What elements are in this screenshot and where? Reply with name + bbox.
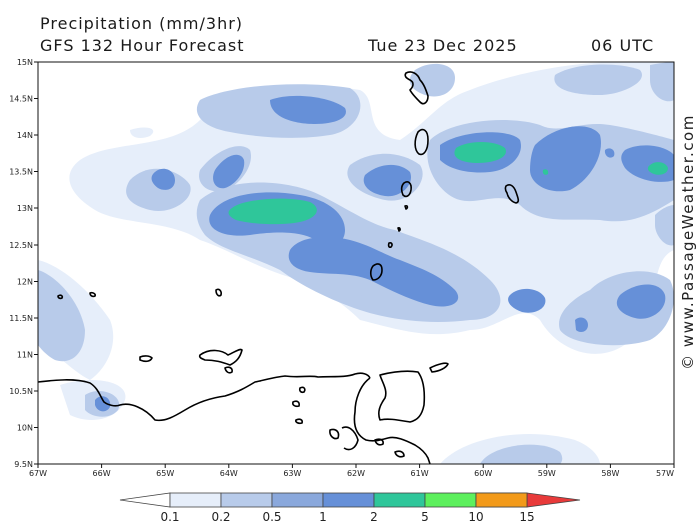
map-title: Precipitation (mm/3hr): [40, 14, 244, 33]
lat-label: 9.5N: [14, 460, 33, 469]
lat-label: 13N: [17, 204, 33, 213]
lat-label: 11.5N: [9, 314, 33, 323]
colorbar-swatch: [475, 492, 528, 508]
coastlines: [37, 71, 520, 465]
precipitation-field: [38, 62, 674, 464]
colorbar-tick-label: 10: [468, 510, 484, 524]
colorbar-min-arrow: [119, 492, 171, 508]
colorbar-swatch: [271, 492, 324, 508]
colorbar-swatch: [424, 492, 477, 508]
colorbar-swatch: [220, 492, 273, 508]
colorbar-tick-label: 0.1: [160, 510, 180, 524]
forecast-time: 06 UTC: [591, 36, 655, 55]
lon-label: 59W: [538, 469, 556, 478]
latitude-axis: [34, 61, 38, 465]
colorbar-tick-label: 5: [421, 510, 429, 524]
lon-label: 58W: [601, 469, 619, 478]
colorbar-swatch: [322, 492, 375, 508]
lat-label: 11N: [17, 351, 33, 360]
site-credit: © www.PassageWeather.com: [679, 114, 697, 370]
forecast-label: GFS 132 Hour Forecast: [40, 36, 245, 55]
lon-label: 64W: [220, 469, 238, 478]
lon-label: 65W: [156, 469, 174, 478]
colorbar-tick-label: 15: [519, 510, 535, 524]
lat-label: 10N: [17, 424, 33, 433]
lat-label: 12N: [17, 278, 33, 287]
colorbar-swatch: [169, 492, 222, 508]
lon-label: 63W: [283, 469, 301, 478]
colorbar-tick-label: 2: [370, 510, 378, 524]
longitude-axis: [37, 464, 675, 468]
lon-label: 57W: [656, 469, 674, 478]
lat-label: 13.5N: [9, 168, 33, 177]
lon-label: 62W: [347, 469, 365, 478]
lon-label: 66W: [93, 469, 111, 478]
colorbar-tick-label: 1: [319, 510, 327, 524]
lat-label: 15N: [17, 58, 33, 67]
lon-label: 61W: [411, 469, 429, 478]
lat-label: 14.5N: [9, 95, 33, 104]
lat-label: 14N: [17, 131, 33, 140]
lon-label: 67W: [29, 469, 47, 478]
colorbar-tick-label: 0.2: [211, 510, 231, 524]
lat-label: 12.5N: [9, 241, 33, 250]
lon-label: 60W: [474, 469, 492, 478]
colorbar-swatch: [373, 492, 426, 508]
colorbar-tick-label: 0.5: [262, 510, 282, 524]
forecast-date: Tue 23 Dec 2025: [368, 36, 518, 55]
lat-label: 10.5N: [9, 387, 33, 396]
colorbar: [119, 492, 581, 508]
colorbar-max-arrow: [526, 492, 581, 508]
